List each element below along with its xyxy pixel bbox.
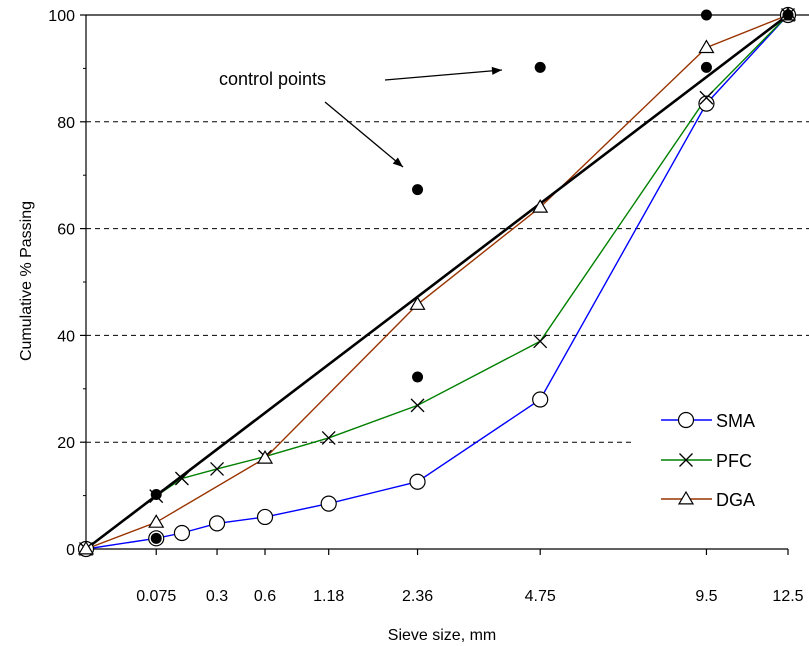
control-point — [700, 61, 712, 73]
control-point — [412, 184, 424, 196]
x-tick-label: 1.18 — [313, 588, 344, 605]
marker-dga — [698, 39, 715, 54]
control-point — [700, 9, 712, 21]
x-tick-label: 12.5 — [772, 588, 803, 605]
legend-marker-pfc — [679, 453, 693, 467]
legend-label-dga: DGA — [716, 490, 755, 510]
marker-dga — [148, 514, 165, 528]
marker-dga — [532, 199, 549, 213]
marker-sma — [320, 495, 337, 512]
annotation: control points — [219, 66, 503, 168]
x-tick-label: 2.36 — [402, 588, 433, 605]
x-tick-label: 0.3 — [206, 588, 228, 605]
marker-sma — [208, 515, 226, 532]
y-axis-title: Cumulative % Passing — [18, 201, 35, 361]
marker-sma — [173, 524, 191, 542]
grid-lines — [86, 121, 809, 443]
marker-sma — [409, 473, 426, 490]
y-tick-label: 60 — [57, 222, 75, 239]
y-tick-label: 100 — [48, 8, 75, 25]
marker-dga — [77, 540, 95, 555]
series-line-sma — [85, 14, 789, 550]
control-point — [534, 61, 546, 73]
legend-marker-sma — [677, 411, 695, 429]
control-points — [150, 9, 794, 544]
annotation-arrow-right — [384, 69, 503, 81]
x-tick-label: 0.6 — [254, 588, 276, 605]
x-tick-label: 9.5 — [695, 588, 717, 605]
control-point — [782, 9, 794, 21]
x-tick-label: 0.075 — [136, 588, 176, 605]
legend-label-pfc: PFC — [716, 451, 752, 471]
y-tick-label: 40 — [57, 328, 75, 345]
marker-sma — [698, 95, 715, 112]
y-tick-label: 0 — [66, 542, 75, 559]
marker-sma — [256, 508, 274, 526]
series-line-max-density — [85, 13, 789, 551]
marker-pfc — [210, 461, 225, 476]
marker-pfc — [533, 334, 548, 349]
axis-labels: Sieve size, mm Cumulative % Passing — [18, 201, 496, 644]
legend-marker-dga — [677, 490, 695, 505]
x-tick-label: 4.75 — [525, 588, 556, 605]
series-lines — [85, 13, 789, 551]
marker-pfc — [174, 471, 189, 486]
marker-sma — [532, 391, 549, 408]
annotation-arrow-right-head — [491, 66, 502, 75]
annotation-arrow-down-head — [392, 157, 403, 167]
y-tick-label: 80 — [57, 115, 75, 132]
control-point — [150, 489, 162, 501]
legend-label-sma: SMA — [716, 411, 755, 431]
marker-pfc — [699, 90, 714, 105]
series-markers — [77, 6, 797, 558]
axes: 0 20 40 60 80 100 0.075 0.3 0.6 1.18 2.36 4.75 9.5 12… — [48, 8, 809, 605]
control-point — [412, 371, 424, 383]
annotation-arrow-down — [324, 101, 404, 168]
marker-dga — [409, 296, 426, 310]
marker-pfc — [410, 398, 425, 413]
y-tick-label: 20 — [57, 435, 75, 452]
control-point — [150, 532, 162, 544]
legend: SMA PFC DGA — [661, 411, 755, 510]
marker-dga — [256, 450, 274, 464]
annotation-text: control points — [219, 69, 326, 89]
marker-pfc — [321, 430, 336, 445]
x-axis-title: Sieve size, mm — [388, 627, 496, 644]
